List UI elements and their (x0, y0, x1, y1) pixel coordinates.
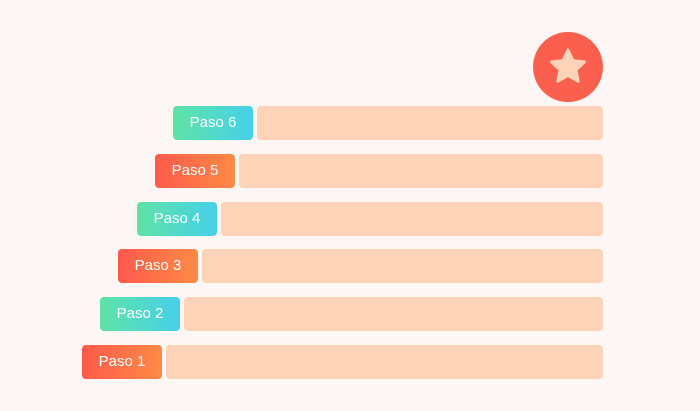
step-bar-6 (257, 106, 603, 140)
step-bar-5 (239, 154, 603, 188)
star-icon (549, 48, 587, 83)
step-label-1: Paso 1 (82, 345, 162, 379)
step-bar-1 (166, 345, 603, 379)
step-row-2: Paso 2 (100, 297, 603, 331)
step-label-2: Paso 2 (100, 297, 180, 331)
step-label-6: Paso 6 (173, 106, 253, 140)
step-row-3: Paso 3 (118, 249, 603, 283)
step-bar-4 (221, 202, 603, 236)
step-row-1: Paso 1 (82, 345, 603, 379)
star-badge (533, 32, 603, 102)
step-row-6: Paso 6 (173, 106, 603, 140)
step-bar-2 (184, 297, 603, 331)
step-label-5: Paso 5 (155, 154, 235, 188)
step-label-3: Paso 3 (118, 249, 198, 283)
step-row-4: Paso 4 (137, 202, 603, 236)
step-bar-3 (202, 249, 603, 283)
step-label-4: Paso 4 (137, 202, 217, 236)
step-row-5: Paso 5 (155, 154, 603, 188)
